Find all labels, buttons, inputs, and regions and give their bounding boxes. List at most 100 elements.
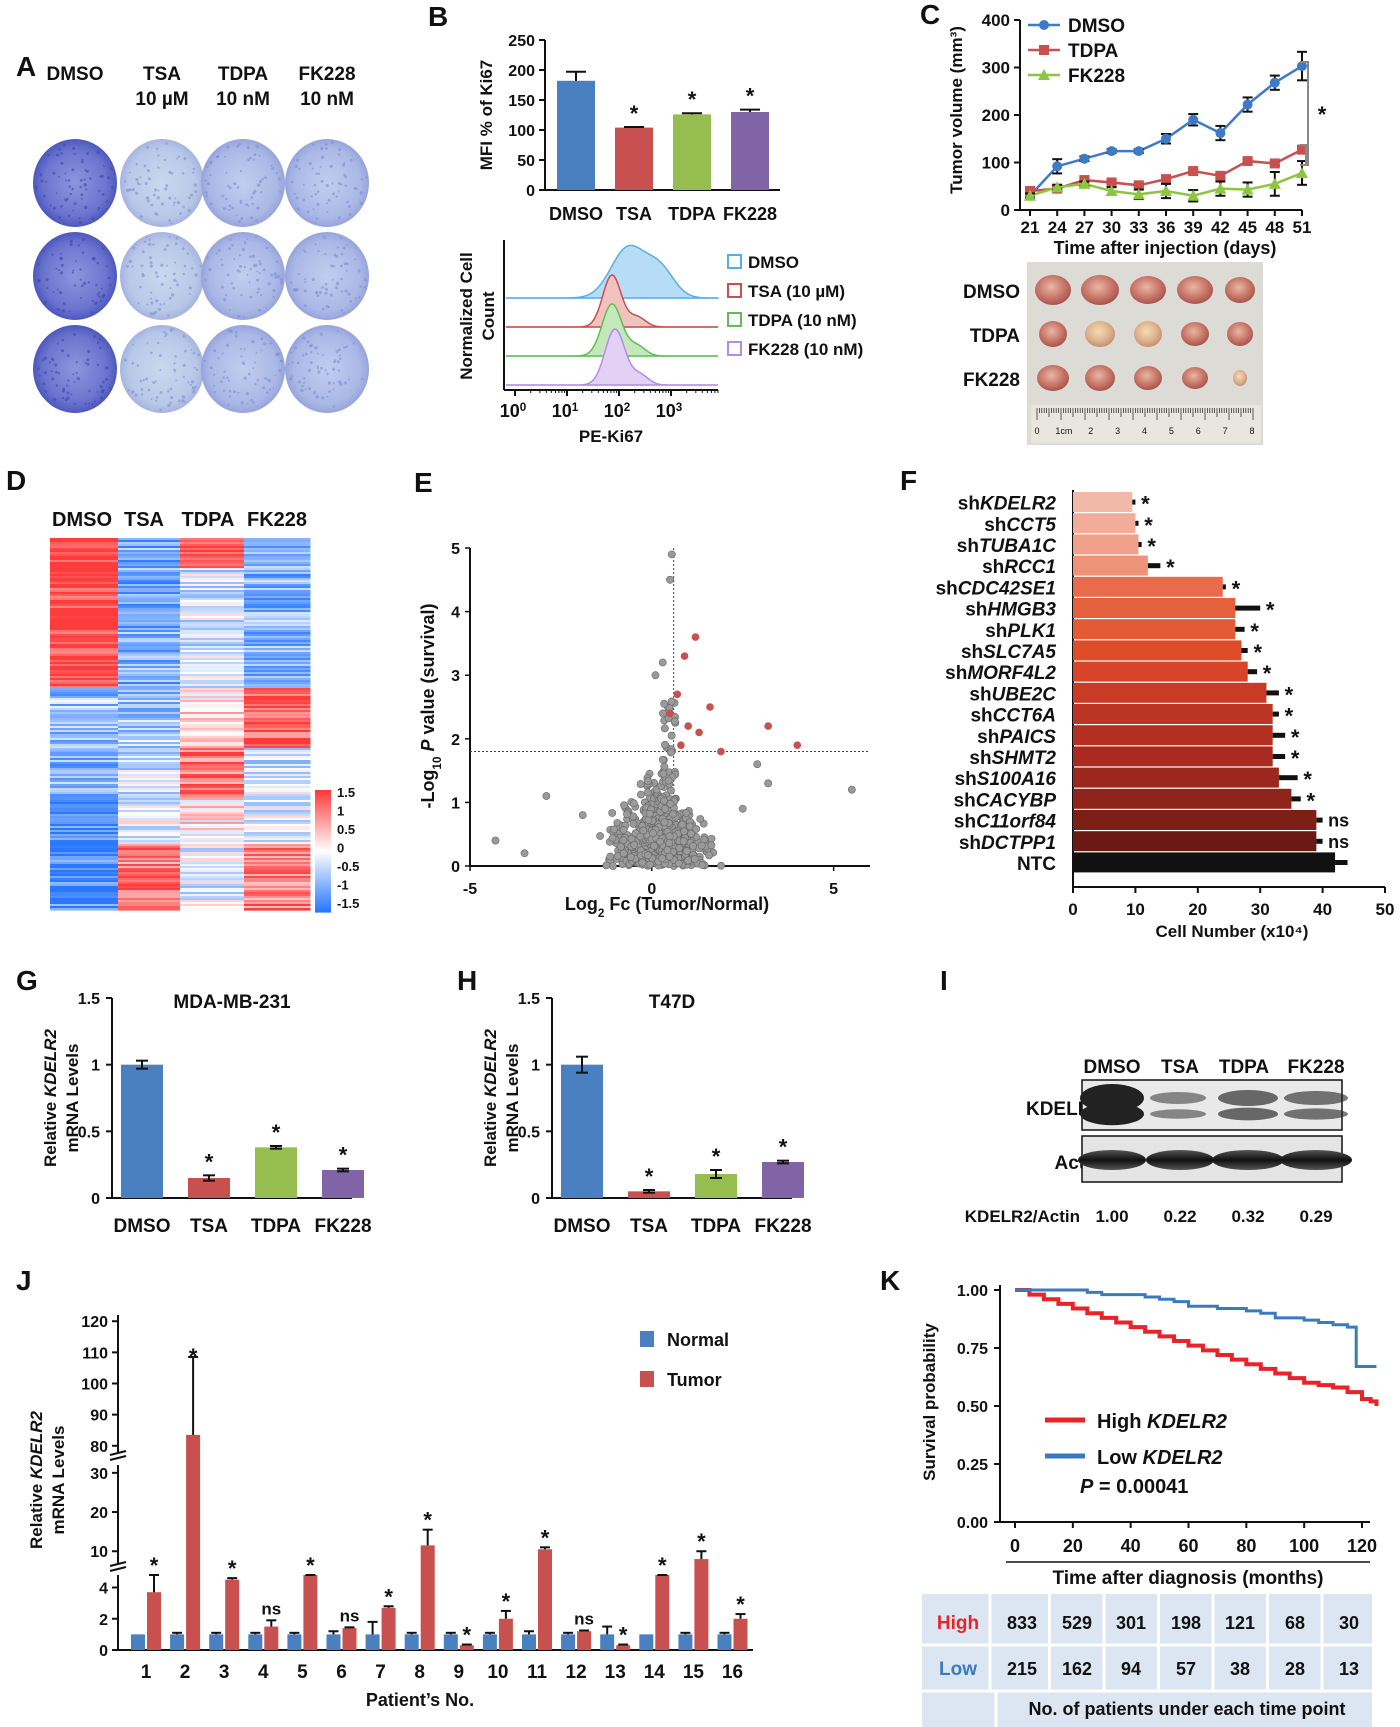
heatmap-cell: [50, 776, 119, 779]
bar: [1073, 640, 1242, 661]
significant-point: [691, 633, 700, 641]
colony-speck: [224, 293, 228, 297]
colony-speck: [79, 268, 82, 271]
heatmap-cell: [118, 676, 181, 679]
heatmap-cell: [50, 804, 119, 807]
heatmap-cell: [50, 890, 119, 893]
colony-speck: [64, 172, 67, 175]
blot-band: [1150, 1109, 1206, 1119]
heatmap-cell: [180, 746, 245, 749]
heatmap-cell: [118, 886, 181, 889]
heatmap-cell: [50, 898, 119, 901]
x-tick-label: 0: [647, 881, 656, 898]
heatmap-cell: [50, 648, 119, 651]
colony-speck: [57, 175, 61, 178]
colony-speck: [308, 161, 312, 166]
heatmap-cell: [180, 706, 245, 709]
legend-marker: [1038, 69, 1050, 80]
data-point: [665, 839, 674, 847]
label-part: P: [418, 739, 438, 757]
colony-speck: [345, 244, 348, 246]
heatmap-cell: [180, 870, 245, 873]
data-point: [1024, 189, 1036, 201]
significance-mark: *: [697, 1529, 706, 1554]
heatmap-cell: [244, 690, 311, 693]
column-subheader: 10 nM: [300, 89, 354, 110]
colony-speck: [43, 370, 48, 375]
heatmap-cell: [118, 750, 181, 753]
column-header: DMSO: [52, 509, 112, 531]
heatmap-cell: [244, 574, 311, 577]
colony-speck: [99, 346, 102, 350]
heatmap-cell: [244, 606, 311, 609]
heatmap-cell: [118, 742, 181, 745]
colony-dish: [201, 232, 285, 320]
significance-mark: *: [423, 1508, 432, 1533]
data-point: [645, 809, 654, 818]
colony-speck: [98, 189, 101, 193]
heatmap-cell: [244, 818, 311, 821]
heatmap-cell: [118, 636, 181, 639]
data-point: [847, 785, 856, 794]
heatmap-cell: [118, 754, 181, 757]
colony-speck: [156, 196, 160, 200]
colony-speck: [228, 186, 232, 190]
colony-speck: [96, 293, 99, 296]
colony-speck: [173, 368, 176, 372]
blot-band: [1146, 1150, 1214, 1170]
label-part: -Log: [418, 770, 438, 809]
colony-speck: [128, 259, 132, 264]
heatmap-cell: [244, 552, 311, 555]
colony-speck: [36, 263, 40, 267]
colony-speck: [316, 365, 319, 367]
heatmap-cell: [118, 574, 181, 577]
ruler-label: 0: [1034, 426, 1039, 436]
heatmap-cell: [180, 672, 245, 675]
heatmap-cell: [50, 844, 119, 847]
heatmap-cell: [118, 774, 181, 777]
heatmap-cell: [180, 810, 245, 813]
heatmap-cell: [118, 768, 181, 771]
heatmap-cell: [50, 838, 119, 841]
legend-label: FK228 (10 nM): [748, 340, 863, 359]
heatmap-cell: [118, 618, 181, 621]
heatmap-cell: [244, 804, 311, 807]
data-point: [1106, 177, 1117, 188]
heatmap-cell: [118, 826, 181, 829]
heatmap-cell: [244, 622, 311, 625]
colony-speck: [60, 252, 63, 255]
heatmap-cell: [118, 640, 181, 643]
heatmap-cell: [180, 698, 245, 701]
colony-speck: [108, 386, 112, 390]
heatmap-cell: [180, 546, 245, 549]
risk-row-label: High: [937, 1613, 979, 1634]
heatmap-cell: [118, 626, 181, 629]
significance-mark: *: [1263, 661, 1272, 686]
heatmap-cell: [118, 724, 181, 727]
x-tick-label: 103: [656, 401, 683, 422]
colony-speck: [96, 150, 100, 154]
label-part: 10: [552, 401, 572, 421]
x-tick-label: 7: [375, 1662, 386, 1683]
heatmap-cell: [244, 548, 311, 551]
heatmap-cell: [180, 826, 245, 829]
colony-speck: [72, 147, 76, 151]
heatmap-cell: [244, 792, 311, 795]
colony-speck: [168, 170, 172, 174]
colony-speck: [58, 290, 63, 295]
colony-speck: [258, 259, 261, 262]
colony-speck: [219, 380, 223, 384]
panel-label-i: I: [940, 965, 948, 996]
heatmap-cell: [118, 616, 181, 619]
heatmap-cell: [50, 882, 119, 885]
label-part: Relative: [27, 1479, 46, 1549]
colony-speck: [176, 157, 179, 160]
heatmap-cell: [50, 864, 119, 867]
colony-speck: [183, 264, 187, 268]
heatmap-cell: [244, 640, 311, 643]
colony-speck: [56, 288, 59, 291]
heatmap-cell: [118, 762, 181, 765]
colony-speck: [80, 193, 84, 197]
heatmap-cell: [244, 738, 311, 741]
colony-speck: [99, 299, 103, 303]
